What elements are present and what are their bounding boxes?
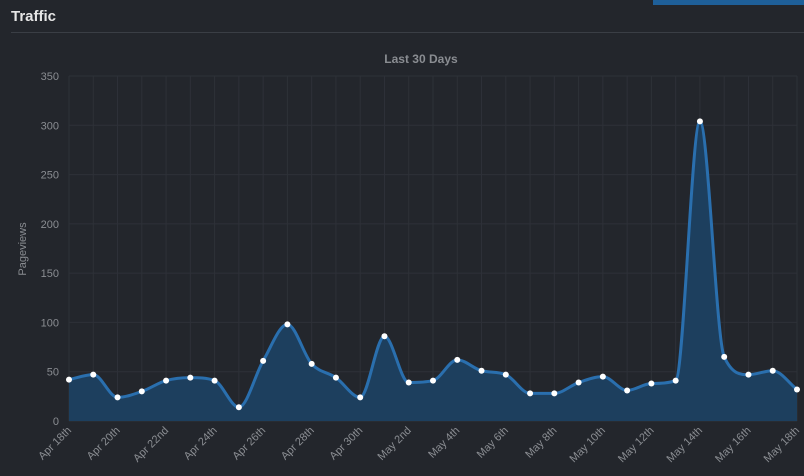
data-point [332,374,339,381]
data-point [90,371,97,378]
y-tick-label: 0 [53,416,59,428]
x-tick-label: Apr 20th [85,425,123,463]
y-tick-label: 350 [41,71,59,83]
x-tick-label: May 4th [426,425,462,461]
chart-title: Last 30 Days [384,52,458,66]
data-point [138,388,145,395]
x-tick-label: May 12th [616,425,656,465]
y-axis: 0 50 100 150 200 250 300 350 [41,71,59,428]
data-point [624,387,631,394]
data-point [381,333,388,340]
data-point [187,374,194,381]
data-point [114,394,121,401]
data-point [308,360,315,367]
data-point [551,390,558,397]
x-axis: Apr 18th Apr 20th Apr 22nd Apr 24th Apr 26th… [36,425,802,465]
data-point [672,377,679,384]
x-tick-label: May 10th [568,425,608,465]
data-point [260,357,267,364]
x-tick-label: Apr 18th [36,425,74,463]
data-point [235,404,242,411]
data-point [357,394,364,401]
y-tick-label: 50 [47,367,59,379]
y-tick-label: 200 [41,219,59,231]
x-tick-label: Apr 26th [230,425,268,463]
x-tick-label: May 14th [665,425,705,465]
y-axis-label: Pageviews [17,222,29,276]
data-point [575,379,582,386]
data-point [769,367,776,374]
y-tick-label: 150 [41,268,59,280]
grid [68,75,798,422]
x-tick-label: Apr 24th [182,425,220,463]
panel-title: Traffic [11,8,57,25]
data-point [284,321,291,328]
data-point [721,353,728,360]
x-tick-label: May 2nd [376,425,414,463]
x-tick-label: Apr 28th [279,425,317,463]
data-point [163,377,170,384]
data-point [648,380,655,387]
data-point [405,379,412,386]
data-point [599,373,606,380]
data-points [66,118,800,411]
data-point [502,371,509,378]
data-point [66,376,72,383]
data-point [745,371,752,378]
data-point [211,377,218,384]
x-tick-label: Apr 30th [327,425,365,463]
x-tick-label: May 18th [762,425,802,465]
data-point [794,386,800,393]
series-area [69,121,797,421]
accent-bar [653,0,804,5]
y-tick-label: 100 [41,317,59,329]
data-point [478,367,485,374]
panel-header: Traffic [11,0,804,33]
data-point [430,377,436,384]
series-line [68,119,798,409]
x-tick-label: May 16th [713,425,753,465]
x-tick-label: May 8th [523,425,559,461]
data-point [527,390,534,397]
y-tick-label: 300 [41,120,59,132]
x-tick-label: Apr 22nd [131,425,171,465]
y-tick-label: 250 [41,170,59,182]
data-point [696,118,703,125]
x-tick-label: May 6th [475,425,511,461]
data-point [454,356,461,363]
